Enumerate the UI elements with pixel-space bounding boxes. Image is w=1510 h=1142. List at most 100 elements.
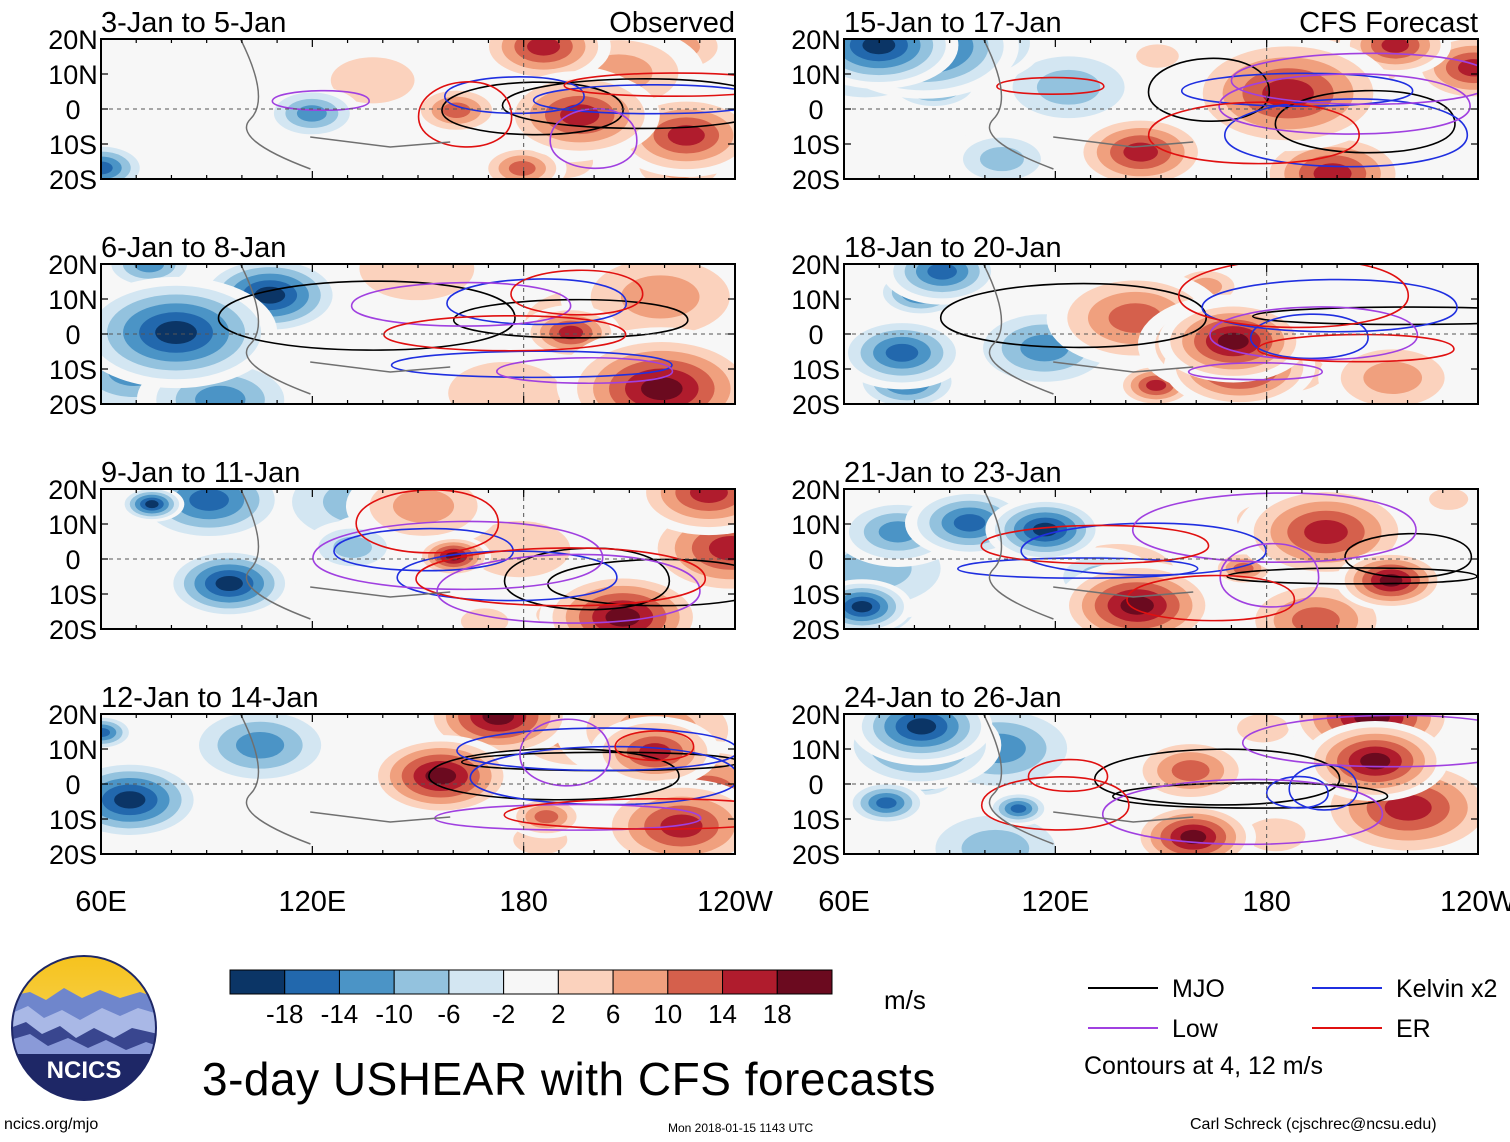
colorbar-swatch (284, 969, 340, 995)
colorbar-level: -2 (492, 999, 515, 1028)
shear-field (844, 714, 1478, 854)
colorbar-level: 2 (551, 999, 565, 1028)
contour-kelvin-x2 (1020, 522, 1267, 576)
x-tick-label: 60E (75, 886, 127, 918)
colorbar-level: -6 (437, 999, 460, 1028)
legend-label: Low (1172, 1015, 1219, 1043)
contour-low (1101, 778, 1384, 846)
contour-kelvin-x2 (1288, 764, 1359, 811)
contour-kelvin-x2 (443, 76, 585, 115)
ncics-logo: NCICS (11, 955, 157, 1101)
contour-mjo (1251, 306, 1478, 326)
y-tick-label: 0 (65, 95, 80, 125)
x-tick-label: 120W (697, 886, 773, 918)
colorbar-swatch (612, 969, 669, 995)
contour-er (415, 547, 707, 607)
contour-low (495, 356, 674, 385)
panel-period-6: 18-Jan to 20-Jan (844, 232, 1062, 264)
contour-mjo (1344, 532, 1473, 579)
colorbar-level: -14 (321, 999, 359, 1028)
shear-field (844, 39, 1478, 179)
colorbar-level: -10 (375, 999, 413, 1028)
y-tick-label: 10N (791, 510, 841, 540)
contour-kelvin-x2 (1249, 313, 1369, 360)
contour-low (1131, 492, 1417, 563)
legend-label: ER (1396, 1015, 1431, 1043)
y-tick-label: 0 (808, 545, 823, 575)
contour-er (503, 797, 735, 830)
contour-mjo (1112, 782, 1389, 809)
colorbar-swatch (776, 969, 833, 995)
contour-low (1187, 362, 1324, 381)
contour-er (1257, 333, 1455, 363)
x-tick-label: 180 (1242, 886, 1290, 918)
y-tick-label: 20S (49, 165, 97, 195)
y-tick-label: 20S (49, 390, 97, 420)
colorbar-level: 10 (653, 999, 682, 1028)
panel-period-1: 3-Jan to 5-Jan (101, 7, 286, 39)
panel-period-3: 9-Jan to 11-Jan (101, 457, 300, 489)
contour-mjo (428, 748, 680, 801)
y-tick-label: 20S (49, 840, 97, 870)
y-tick-label: 0 (808, 770, 823, 800)
panel-5: 15-Jan to 17-Jan CFS Forecast 20N 10N 0 10S 20… (791, 7, 1479, 195)
contour-mjo (452, 298, 689, 339)
colorbar-level: -18 (266, 999, 304, 1028)
contour-low (350, 281, 572, 327)
contour-low (436, 553, 701, 624)
y-tick-label: 20N (48, 25, 98, 55)
y-tick-label: 10N (48, 60, 98, 90)
y-tick-label: 20S (792, 615, 840, 645)
y-tick-label: 10S (792, 580, 840, 610)
contour-er (355, 489, 500, 554)
x-tick-label: 120E (1021, 886, 1089, 918)
shear-field (101, 39, 735, 179)
y-tick-label: 20S (792, 390, 840, 420)
y-tick-label: 20S (49, 615, 97, 645)
contour-er (1126, 574, 1296, 622)
colorbar: -18 -14 -10 -6 -2 2 6 10 14 18 (229, 969, 833, 1028)
contour-low (519, 718, 611, 787)
panel-period-7: 21-Jan to 23-Jan (844, 457, 1062, 489)
contour-er (1147, 101, 1360, 165)
y-tick-label: 0 (808, 95, 823, 125)
contour-mjo (460, 751, 735, 772)
colorbar-swatch (393, 969, 450, 995)
legend-label: MJO (1172, 975, 1225, 1003)
panel-period-8: 24-Jan to 26-Jan (844, 682, 1062, 714)
x-tick-label: 120E (278, 886, 346, 918)
colorbar-swatch (229, 969, 286, 995)
contour-er (1027, 758, 1109, 793)
panel-period-5: 15-Jan to 17-Jan (844, 7, 1062, 39)
panel-period-4: 12-Jan to 14-Jan (101, 682, 319, 714)
contour-mjo (217, 280, 516, 351)
x-tick-label: 180 (499, 886, 547, 918)
y-tick-label: 10S (49, 805, 97, 835)
colorbar-swatch (557, 969, 614, 995)
panel-source-label: Observed (609, 7, 735, 39)
y-tick-label: 0 (65, 320, 80, 350)
shear-field (844, 489, 1478, 629)
contour-er (417, 81, 513, 148)
contour-mjo (1274, 89, 1456, 154)
contour-er (996, 76, 1105, 95)
y-tick-label: 10N (791, 735, 841, 765)
contour-low (1209, 306, 1419, 361)
y-tick-label: 20N (48, 700, 98, 730)
contour-er (1177, 264, 1410, 329)
contour-kelvin-x2 (1201, 278, 1458, 333)
colorbar-swatch (667, 969, 724, 995)
y-tick-label: 10S (792, 130, 840, 160)
legend-label: Kelvin x2 (1396, 975, 1497, 1003)
panel-source-label: CFS Forecast (1299, 7, 1478, 39)
y-tick-label: 0 (65, 770, 80, 800)
y-tick-label: 20N (791, 25, 841, 55)
contour-kelvin-x2 (469, 745, 735, 806)
panel-period-2: 6-Jan to 8-Jan (101, 232, 286, 264)
contour-low (434, 803, 702, 831)
colorbar-level: 6 (606, 999, 620, 1028)
footer-url[interactable]: ncics.org/mjo (4, 1116, 99, 1133)
